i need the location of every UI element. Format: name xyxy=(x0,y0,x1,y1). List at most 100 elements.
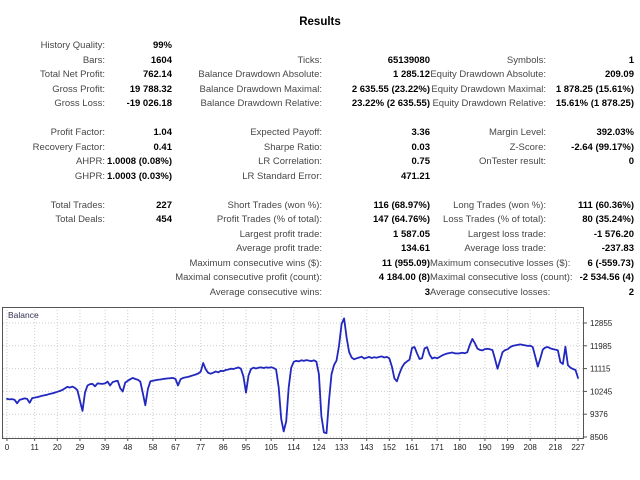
stat-label: Average profit trade: xyxy=(236,243,322,254)
chart-axis-ticks xyxy=(6,322,587,441)
stat-value: 1 285.12 xyxy=(393,69,430,80)
stat-label: Long Trades (won %): xyxy=(453,199,546,211)
svg-text:124: 124 xyxy=(312,443,326,452)
svg-text:77: 77 xyxy=(196,443,205,452)
chart-grid xyxy=(3,307,583,438)
stat-label: History Quality: xyxy=(40,40,105,51)
stat-value xyxy=(105,286,172,301)
svg-text:8506: 8506 xyxy=(590,433,608,442)
stat-label: Ticks: xyxy=(297,54,322,66)
stat-value xyxy=(105,271,172,286)
stat-value: -2.64 (99.17%) xyxy=(571,141,634,153)
chart-y-axis-labels: 12855 11985 11115 10245 9376 8506 xyxy=(590,319,613,442)
svg-text:180: 180 xyxy=(453,443,467,452)
stat-value xyxy=(105,228,172,243)
stats-group-2: Profit Factor: 1.04 Expected Payoff: 3.36 Ma… xyxy=(0,126,640,184)
svg-text:20: 20 xyxy=(53,443,62,452)
stats-row: Average consecutive wins: 3 Average consec… xyxy=(0,286,640,301)
stat-label: Expected Payoff: xyxy=(250,127,322,138)
stat-label: Maximum consecutive losses ($): xyxy=(430,257,571,269)
stat-value: 147 (64.76%) xyxy=(372,214,430,225)
svg-text:152: 152 xyxy=(383,443,397,452)
stat-value: 0.75 xyxy=(411,156,431,167)
stat-value xyxy=(105,242,172,257)
stat-label: Margin Level: xyxy=(488,127,546,138)
stats-row: Maximum consecutive wins ($): 11 (955.09)… xyxy=(0,257,640,272)
svg-text:67: 67 xyxy=(171,443,180,452)
svg-text:227: 227 xyxy=(571,443,585,452)
svg-text:114: 114 xyxy=(287,443,300,452)
stat-value: 0.41 xyxy=(153,141,173,153)
stat-label: Maximal consecutive profit (count): xyxy=(175,272,322,283)
stat-label: Maximum consecutive wins ($): xyxy=(189,257,322,269)
stat-label: LR Correlation: xyxy=(258,156,322,167)
stat-label: Gross Loss: xyxy=(54,98,105,109)
svg-text:11985: 11985 xyxy=(590,342,612,351)
stat-label: Largest loss trade: xyxy=(467,228,546,240)
stat-label: Equity Drawdown Absolute: xyxy=(430,69,546,80)
stat-label: Profit Trades (% of total): xyxy=(216,214,322,225)
stat-value xyxy=(322,39,430,54)
svg-text:218: 218 xyxy=(549,443,563,452)
stats-row: Profit Factor: 1.04 Expected Payoff: 3.36 Ma… xyxy=(0,126,640,141)
svg-text:190: 190 xyxy=(478,443,492,452)
stat-label: AHPR: xyxy=(75,156,105,167)
svg-text:208: 208 xyxy=(524,443,538,452)
stat-label xyxy=(430,39,546,54)
stats-row: AHPR: 1.0008 (0.08%) LR Correlation: 0.75 On… xyxy=(0,155,640,170)
stat-value: -2 534.56 (4) xyxy=(579,272,634,283)
stat-value: 6 (-559.73) xyxy=(587,257,634,269)
stats-row: Total Net Profit: 762.14 Balance Drawdown … xyxy=(0,68,640,83)
stat-value: 471.21 xyxy=(400,170,430,182)
stat-value: 1.0008 (0.08%) xyxy=(107,156,172,167)
stat-value: 1.04 xyxy=(153,127,173,138)
chart-legend-label: Balance xyxy=(8,310,39,320)
stat-value: 19 788.32 xyxy=(129,83,172,95)
stat-label: Gross Profit: xyxy=(52,83,105,95)
stat-value: 1604 xyxy=(150,54,172,66)
svg-text:58: 58 xyxy=(148,443,157,452)
stat-value: 116 (68.97%) xyxy=(373,199,430,211)
svg-text:11115: 11115 xyxy=(590,365,611,374)
stat-value: -1 576.20 xyxy=(593,228,634,240)
stat-value: 454 xyxy=(156,214,172,225)
stat-value: 0.03 xyxy=(411,141,431,153)
stat-value: 65139080 xyxy=(387,54,430,66)
stat-label xyxy=(172,39,322,54)
chart-x-axis-labels: 0 11 20 29 39 48 58 67 77 86 95 105 114 124 133 143 152 1… xyxy=(5,443,585,452)
stats-row: Average profit trade: 134.61 Average loss … xyxy=(0,242,640,257)
stat-label: Balance Drawdown Maximal: xyxy=(199,83,323,95)
stat-label: Balance Drawdown Relative: xyxy=(200,98,322,109)
svg-text:95: 95 xyxy=(242,443,251,452)
stat-label: Total Deals: xyxy=(55,214,105,225)
stat-value: 392.03% xyxy=(596,127,634,138)
stat-value: 3 xyxy=(424,286,430,298)
svg-text:10245: 10245 xyxy=(590,387,613,396)
stat-label: Bars: xyxy=(82,54,105,66)
stat-value: -19 026.18 xyxy=(126,98,172,109)
svg-text:12855: 12855 xyxy=(590,319,613,328)
svg-text:0: 0 xyxy=(5,443,10,452)
stats-row: Gross Profit: 19 788.32 Balance Drawdown M… xyxy=(0,83,640,98)
stat-label: Largest profit trade: xyxy=(239,228,322,240)
svg-text:29: 29 xyxy=(75,443,84,452)
stat-label: Z-Score: xyxy=(509,141,546,153)
stat-label: Average consecutive losses: xyxy=(430,286,551,298)
stat-value: 2 635.55 (23.22%) xyxy=(351,83,430,95)
stat-value: 209.09 xyxy=(604,69,634,80)
stat-value xyxy=(105,257,172,272)
stats-group-3: Total Trades: 227 Short Trades (won %): 116… xyxy=(0,199,640,301)
svg-text:86: 86 xyxy=(219,443,228,452)
balance-line xyxy=(6,317,579,435)
stat-value xyxy=(546,170,634,185)
stats-row: Largest profit trade: 1 587.05 Largest los… xyxy=(0,228,640,243)
stat-value: 2 xyxy=(628,286,634,298)
svg-text:39: 39 xyxy=(101,443,110,452)
stat-value: 3.36 xyxy=(411,127,431,138)
stats-row: Total Trades: 227 Short Trades (won %): 116… xyxy=(0,199,640,214)
stats-row: Gross Loss: -19 026.18 Balance Drawdown Re… xyxy=(0,97,640,112)
chart-legend: Balance xyxy=(8,310,39,320)
stats-row: GHPR: 1.0003 (0.03%) LR Standard Error: 471… xyxy=(0,170,640,185)
stat-label xyxy=(0,286,105,301)
